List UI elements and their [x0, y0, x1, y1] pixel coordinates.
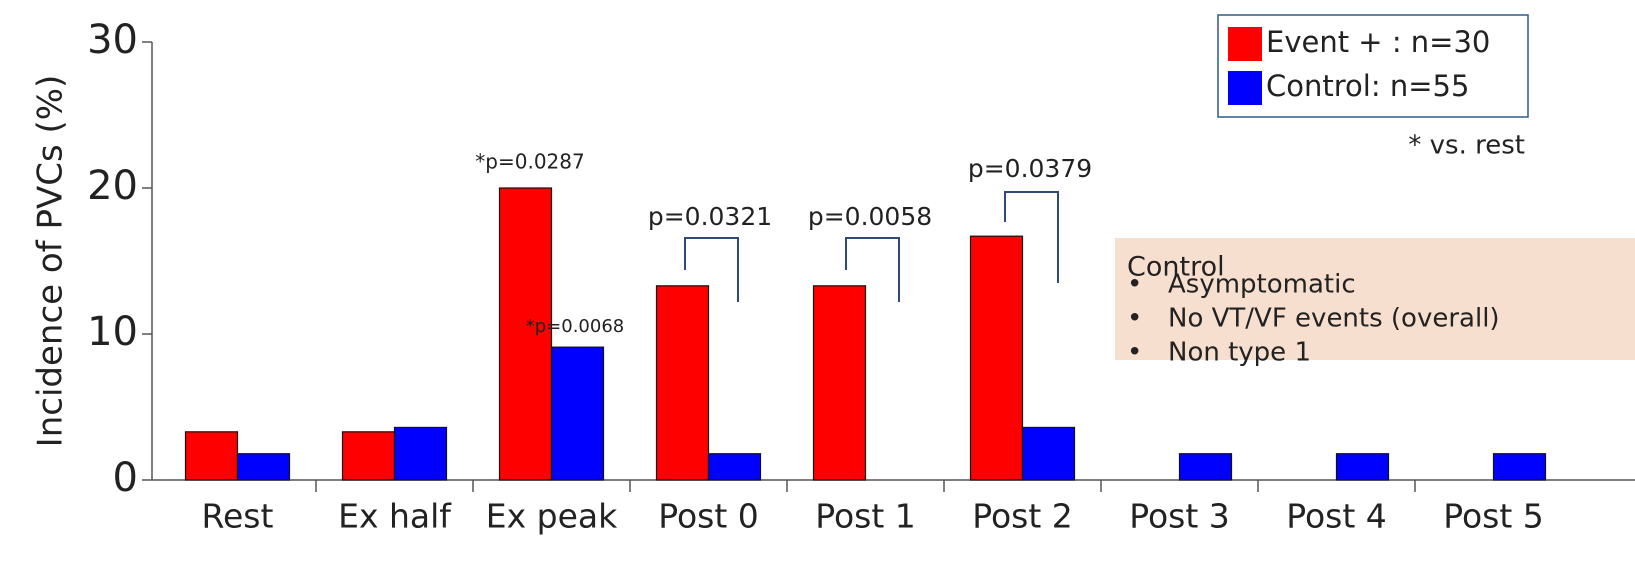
y-tick-label: 10: [87, 309, 138, 355]
bracket: [1004, 191, 1059, 283]
bullet: •: [1127, 270, 1142, 300]
annotation: p=0.0321: [648, 202, 772, 231]
bar: [184, 431, 239, 481]
y-tick-label: 0: [113, 455, 138, 501]
info-item: Asymptomatic: [1168, 270, 1356, 300]
y-tick-label: 20: [87, 163, 138, 209]
annotation: *p=0.0287: [475, 150, 584, 174]
note: * vs. rest: [1408, 131, 1525, 161]
legend-label: Event + : n=30: [1266, 25, 1490, 59]
x-tick-label: Post 5: [1443, 497, 1544, 536]
bar: [550, 346, 605, 481]
bar: [1492, 453, 1547, 481]
bar: [393, 426, 448, 481]
x-tick-label: Post 1: [815, 497, 916, 536]
legend-swatch: [1228, 27, 1262, 61]
x-tick-label: Post 3: [1129, 497, 1230, 536]
bar: [1178, 453, 1233, 481]
annotation: *p=0.0068: [526, 316, 625, 337]
bracket: [845, 237, 900, 302]
x-tick-label: Ex half: [338, 497, 452, 536]
bullet: •: [1127, 304, 1142, 334]
bar: [1021, 426, 1076, 481]
x-tick-label: Post 4: [1286, 497, 1387, 536]
bar: [498, 187, 553, 481]
legend-box: [1217, 14, 1529, 118]
info-item: Non type 1: [1168, 338, 1311, 368]
bar: [969, 235, 1024, 481]
bar: [236, 453, 291, 481]
x-tick-label: Post 0: [658, 497, 759, 536]
x-tick-label: Ex peak: [486, 497, 618, 536]
info-item: No VT/VF events (overall): [1168, 304, 1500, 334]
bar: [707, 453, 762, 481]
bar: [812, 285, 867, 481]
annotation: p=0.0058: [808, 202, 932, 231]
bar: [655, 285, 710, 481]
info-title: Control: [1127, 252, 1225, 283]
bracket: [684, 237, 739, 302]
bar: [341, 431, 396, 481]
bar: [1335, 453, 1390, 481]
bullet: •: [1127, 338, 1142, 368]
info-box: [1115, 238, 1635, 360]
y-axis-label: Incidence of PVCs (%): [31, 75, 71, 448]
x-tick-label: Rest: [202, 497, 274, 536]
legend-label: Control: n=55: [1266, 69, 1469, 103]
x-tick-label: Post 2: [972, 497, 1073, 536]
legend-swatch: [1228, 71, 1262, 105]
y-tick-label: 30: [87, 17, 138, 63]
annotation: p=0.0379: [968, 154, 1092, 183]
